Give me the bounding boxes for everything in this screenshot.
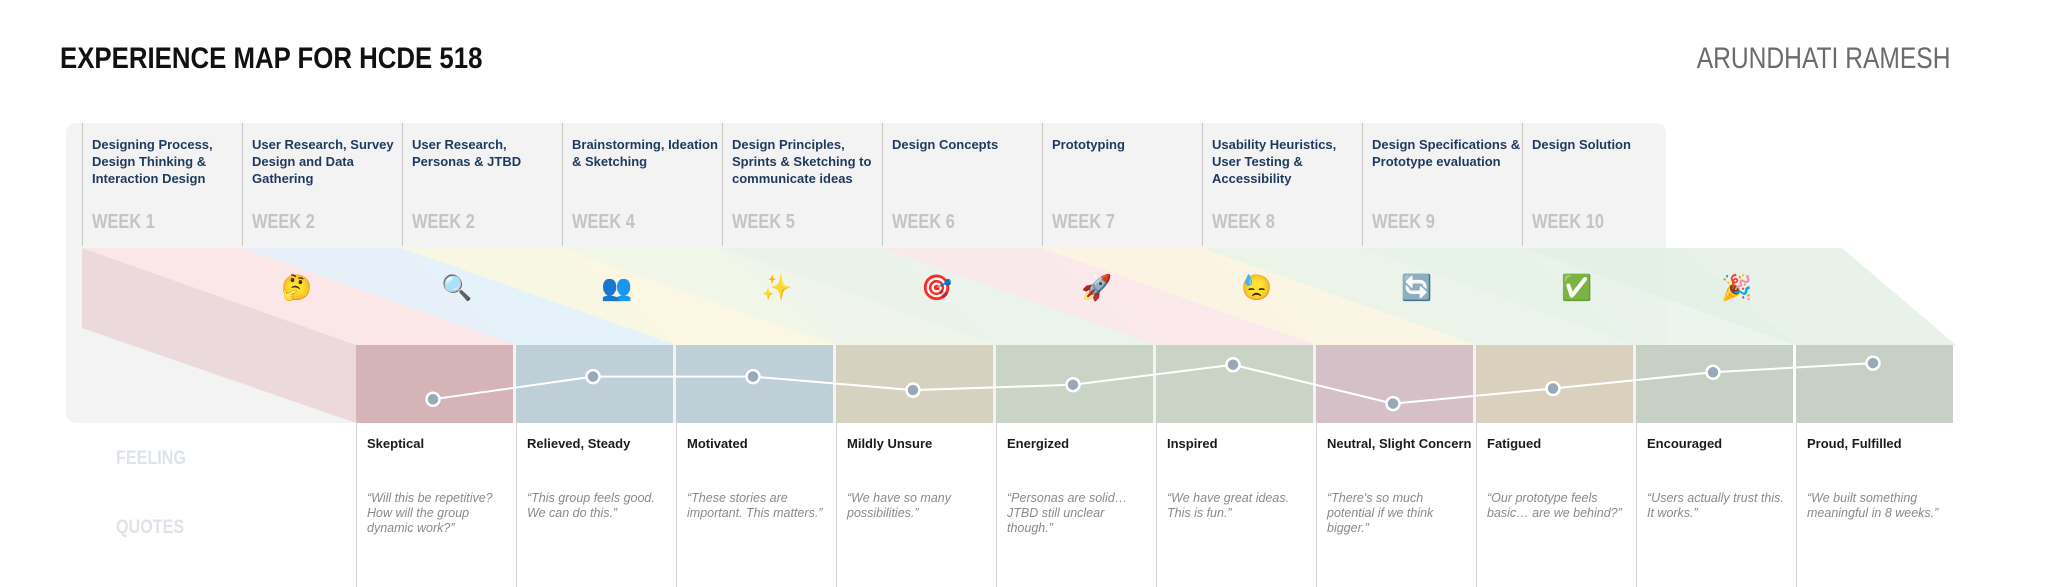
column-divider bbox=[516, 420, 517, 587]
feeling-strip bbox=[1156, 345, 1313, 423]
week-label: WEEK 10 bbox=[1532, 211, 1605, 233]
week-label: WEEK 8 bbox=[1212, 211, 1275, 233]
week-column: Brainstorming, Ideation & Sketching WEEK … bbox=[562, 123, 723, 246]
feeling-label: Energized bbox=[1007, 436, 1070, 451]
week-column: Design Solution WEEK 10 bbox=[1522, 123, 1683, 246]
moment-emoji: 👥 bbox=[601, 274, 633, 302]
emotion-point bbox=[1065, 376, 1081, 393]
week-label: WEEK 5 bbox=[732, 211, 795, 233]
feeling-quote: “Will this be repetitive? How will the g… bbox=[367, 491, 493, 535]
emotion-point bbox=[425, 391, 441, 408]
emotion-point bbox=[1705, 364, 1721, 381]
emotion-point bbox=[1225, 356, 1241, 373]
week-column: User Research, Survey Design and Data Ga… bbox=[242, 123, 403, 246]
week-topic: User Research, Personas & JTBD bbox=[412, 137, 522, 169]
moment-emoji: 🎉 bbox=[1721, 274, 1753, 302]
week-column: Designing Process, Design Thinking & Int… bbox=[82, 123, 243, 246]
column-divider bbox=[1316, 420, 1317, 587]
band-face bbox=[1522, 248, 1956, 345]
emotion-point bbox=[905, 382, 921, 398]
emotion-point bbox=[585, 368, 601, 385]
week-topic: Brainstorming, Ideation & Sketching bbox=[572, 137, 718, 169]
week-column: Prototyping WEEK 7 bbox=[1042, 123, 1203, 246]
column-divider bbox=[356, 420, 357, 587]
week-column: User Research, Personas & JTBD WEEK 2 bbox=[402, 123, 563, 246]
feeling-label: Neutral, Slight Concern bbox=[1327, 436, 1472, 451]
week-label: WEEK 2 bbox=[412, 211, 475, 233]
feeling-quote: “We have so many possibilities.” bbox=[847, 491, 951, 520]
column-divider bbox=[996, 420, 997, 587]
week-label: WEEK 4 bbox=[572, 211, 635, 233]
feeling-quote: “Personas are solid… JTBD still unclear … bbox=[1007, 491, 1128, 535]
emotion-point bbox=[1865, 355, 1881, 371]
moment-emoji: ✅ bbox=[1561, 274, 1593, 302]
week-topic: Prototyping bbox=[1052, 137, 1125, 152]
moment-emoji: 🎯 bbox=[921, 274, 953, 302]
band-side-wedge bbox=[82, 248, 356, 423]
week-column: Usability Heuristics, User Testing & Acc… bbox=[1202, 123, 1363, 246]
feeling-quote: “Our prototype feels basic… are we behin… bbox=[1487, 491, 1622, 520]
feeling-quote: “This group feels good. We can do this.” bbox=[527, 491, 655, 520]
emotion-point bbox=[1385, 395, 1401, 412]
emotion-point bbox=[745, 368, 761, 385]
quotes-row-label: QUOTES bbox=[116, 517, 185, 538]
feeling-quote: “There's so much potential if we think b… bbox=[1327, 491, 1434, 535]
week-label: WEEK 2 bbox=[252, 211, 315, 233]
emotion-point bbox=[1545, 380, 1561, 397]
page-title: EXPERIENCE MAP FOR HCDE 518 bbox=[60, 42, 483, 75]
moment-emoji: 🚀 bbox=[1081, 274, 1113, 302]
feeling-label: Mildly Unsure bbox=[847, 436, 933, 451]
feeling-quote: “These stories are important. This matte… bbox=[687, 491, 823, 520]
feeling-label: Encouraged bbox=[1647, 436, 1723, 451]
column-divider bbox=[1796, 420, 1797, 587]
column-divider bbox=[676, 420, 677, 587]
week-topic: Usability Heuristics, User Testing & Acc… bbox=[1212, 137, 1337, 186]
emotion-curve bbox=[432, 362, 1874, 405]
moment-emoji: 🔍 bbox=[441, 274, 473, 302]
moment-emoji: 🤔 bbox=[281, 274, 313, 302]
week-label: WEEK 6 bbox=[892, 211, 955, 233]
week-label: WEEK 9 bbox=[1372, 211, 1435, 233]
column-divider bbox=[836, 420, 837, 587]
week-column: Design Concepts WEEK 6 bbox=[882, 123, 1043, 246]
week-topic: Design Concepts bbox=[892, 137, 999, 152]
feeling-label: Fatigued bbox=[1487, 436, 1542, 451]
week-topic: Designing Process, Design Thinking & Int… bbox=[92, 137, 213, 186]
feeling-label: Skeptical bbox=[367, 436, 425, 451]
moment-emoji: 🔄 bbox=[1401, 274, 1433, 302]
week-topic: User Research, Survey Design and Data Ga… bbox=[252, 137, 394, 186]
feeling-strip bbox=[1316, 345, 1473, 423]
week-topic: Design Specifications & Prototype evalua… bbox=[1372, 137, 1521, 169]
week-label: WEEK 1 bbox=[92, 211, 155, 233]
column-divider bbox=[1476, 420, 1477, 587]
feeling-strip bbox=[356, 345, 513, 423]
week-column: Design Specifications & Prototype evalua… bbox=[1362, 123, 1523, 246]
feeling-label: Proud, Fulfilled bbox=[1807, 436, 1902, 451]
week-topic: Design Principles, Sprints & Sketching t… bbox=[732, 137, 872, 186]
author-name: ARUNDHATI RAMESH bbox=[1696, 42, 1950, 75]
feeling-quote: “We have great ideas. This is fun.” bbox=[1167, 491, 1290, 520]
feeling-quote: “Users actually trust this. It works.” bbox=[1647, 491, 1784, 520]
feeling-strip bbox=[1636, 345, 1793, 423]
feeling-quote: “We built something meaningful in 8 week… bbox=[1807, 491, 1939, 520]
feeling-row-label: FEELING bbox=[116, 448, 186, 469]
column-divider bbox=[1636, 420, 1637, 587]
feeling-label: Relieved, Steady bbox=[527, 436, 631, 451]
week-column: Design Principles, Sprints & Sketching t… bbox=[722, 123, 883, 246]
week-label: WEEK 7 bbox=[1052, 211, 1115, 233]
feeling-label: Motivated bbox=[687, 436, 748, 451]
moment-emoji: ✨ bbox=[761, 274, 793, 302]
feeling-label: Inspired bbox=[1167, 436, 1218, 451]
week-topic: Design Solution bbox=[1532, 137, 1631, 152]
moment-emoji: 😓 bbox=[1241, 274, 1273, 302]
column-divider bbox=[1156, 420, 1157, 587]
